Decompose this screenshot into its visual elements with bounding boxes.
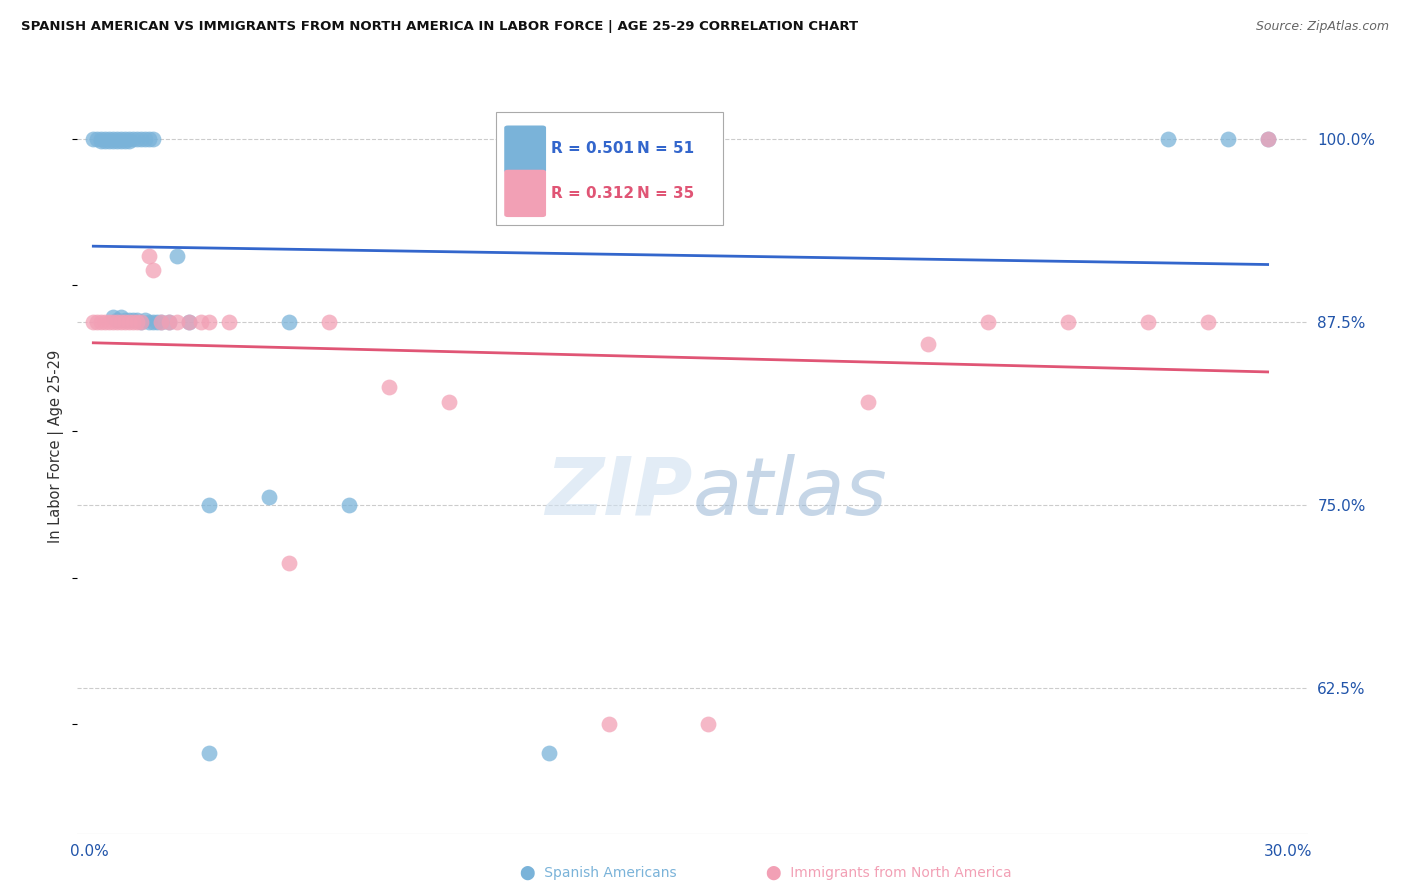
Point bbox=[134, 313, 156, 327]
Point bbox=[114, 131, 136, 145]
Point bbox=[257, 490, 280, 504]
Point bbox=[103, 310, 125, 325]
Point bbox=[110, 314, 132, 328]
Point bbox=[537, 747, 560, 761]
Point bbox=[1157, 131, 1180, 145]
Point bbox=[138, 131, 160, 145]
Point bbox=[1257, 131, 1279, 145]
Point bbox=[118, 314, 141, 328]
Point bbox=[278, 556, 301, 570]
Point bbox=[105, 314, 128, 328]
Point bbox=[142, 263, 165, 277]
Point bbox=[142, 314, 165, 328]
Point bbox=[127, 131, 149, 145]
Point bbox=[118, 313, 141, 327]
Point bbox=[103, 131, 125, 145]
Point bbox=[198, 498, 221, 512]
Point bbox=[198, 314, 221, 328]
Point bbox=[90, 135, 112, 149]
Point bbox=[179, 314, 201, 328]
Point bbox=[86, 314, 108, 328]
Point bbox=[110, 131, 132, 145]
Point bbox=[127, 314, 149, 328]
Point bbox=[86, 131, 108, 145]
Point bbox=[94, 314, 117, 328]
Point bbox=[129, 314, 152, 328]
Text: ⬤  Spanish Americans: ⬤ Spanish Americans bbox=[520, 865, 676, 880]
Point bbox=[146, 314, 169, 328]
Y-axis label: In Labor Force | Age 25-29: In Labor Force | Age 25-29 bbox=[48, 350, 65, 542]
Point bbox=[697, 717, 720, 731]
Point bbox=[98, 314, 121, 328]
Point bbox=[105, 313, 128, 327]
Point bbox=[129, 314, 152, 328]
Point bbox=[82, 314, 104, 328]
Point bbox=[166, 314, 188, 328]
Text: SPANISH AMERICAN VS IMMIGRANTS FROM NORTH AMERICA IN LABOR FORCE | AGE 25-29 COR: SPANISH AMERICAN VS IMMIGRANTS FROM NORT… bbox=[21, 20, 858, 33]
Point bbox=[134, 131, 156, 145]
Point bbox=[90, 131, 112, 145]
Point bbox=[1136, 314, 1159, 328]
Point bbox=[122, 314, 145, 328]
Point bbox=[122, 131, 145, 145]
Point bbox=[138, 314, 160, 328]
Text: R = 0.312: R = 0.312 bbox=[551, 186, 634, 202]
Point bbox=[118, 131, 141, 145]
Point bbox=[98, 135, 121, 149]
FancyBboxPatch shape bbox=[496, 112, 723, 225]
Point bbox=[157, 314, 180, 328]
Point bbox=[166, 249, 188, 263]
Point bbox=[103, 135, 125, 149]
Point bbox=[129, 131, 152, 145]
Point bbox=[218, 314, 240, 328]
Point bbox=[198, 747, 221, 761]
Point bbox=[98, 131, 121, 145]
Point bbox=[114, 313, 136, 327]
Point bbox=[110, 310, 132, 325]
Point bbox=[858, 395, 880, 409]
Point bbox=[122, 313, 145, 327]
Point bbox=[94, 131, 117, 145]
Point bbox=[437, 395, 460, 409]
Point bbox=[1216, 131, 1239, 145]
Point bbox=[1197, 314, 1219, 328]
Text: R = 0.501: R = 0.501 bbox=[551, 141, 634, 156]
Point bbox=[127, 313, 149, 327]
Text: Source: ZipAtlas.com: Source: ZipAtlas.com bbox=[1256, 20, 1389, 33]
Point bbox=[114, 314, 136, 328]
Point bbox=[138, 249, 160, 263]
Point bbox=[105, 135, 128, 149]
Point bbox=[917, 336, 939, 351]
Text: atlas: atlas bbox=[693, 453, 887, 532]
Point bbox=[118, 135, 141, 149]
Point bbox=[1257, 131, 1279, 145]
Point bbox=[190, 314, 212, 328]
Text: N = 35: N = 35 bbox=[637, 186, 695, 202]
Point bbox=[179, 314, 201, 328]
Point bbox=[977, 314, 1000, 328]
Point bbox=[150, 314, 173, 328]
Point bbox=[105, 131, 128, 145]
Point bbox=[103, 314, 125, 328]
Point bbox=[318, 314, 340, 328]
Point bbox=[142, 131, 165, 145]
Text: N = 51: N = 51 bbox=[637, 141, 695, 156]
Point bbox=[1057, 314, 1080, 328]
Point bbox=[598, 717, 620, 731]
Text: ZIP: ZIP bbox=[546, 453, 693, 532]
Point bbox=[157, 314, 180, 328]
Point bbox=[337, 498, 360, 512]
Point bbox=[110, 135, 132, 149]
Point bbox=[90, 314, 112, 328]
Text: ⬤  Immigrants from North America: ⬤ Immigrants from North America bbox=[766, 865, 1012, 880]
Point bbox=[82, 131, 104, 145]
Point bbox=[94, 135, 117, 149]
Point bbox=[278, 314, 301, 328]
FancyBboxPatch shape bbox=[505, 169, 546, 217]
Point bbox=[378, 380, 401, 394]
Point bbox=[114, 135, 136, 149]
FancyBboxPatch shape bbox=[505, 126, 546, 173]
Point bbox=[150, 314, 173, 328]
